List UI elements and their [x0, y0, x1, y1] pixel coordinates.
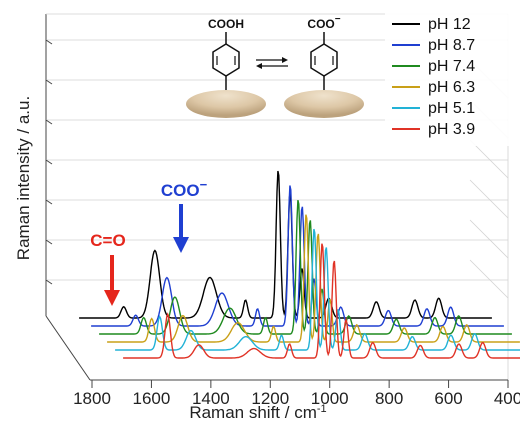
spectra-series — [79, 170, 520, 359]
svg-text:COO−: COO− — [307, 14, 340, 31]
x-tick-label: 1800 — [73, 389, 111, 408]
spectrum-line-ph-12 — [79, 170, 492, 319]
legend-background — [385, 12, 512, 146]
spectrum-line-ph-3-9 — [123, 243, 520, 359]
spectrum-line-ph-7-4 — [99, 199, 512, 335]
molecule-acid: COOH — [186, 17, 266, 118]
x-tick-label: 1000 — [311, 389, 349, 408]
legend-entry-label: pH 7.4 — [428, 58, 475, 75]
gold-nanoparticle-left — [186, 90, 266, 118]
x-tick-label: 1400 — [192, 389, 230, 408]
molecule-inset: COOH COO− — [186, 14, 364, 118]
legend-entry-label: pH 5.1 — [428, 100, 475, 117]
annotation-coo-label: COO− — [161, 177, 208, 200]
exchange-arrows-icon — [256, 57, 288, 69]
annotation-c-o-label: C=O — [90, 231, 125, 250]
legend: pH 12 pH 8.7 pH 7.4 pH 6.3 pH 5.1 pH 3.9 — [385, 12, 512, 146]
x-tick-label: 400 — [494, 389, 520, 408]
y-axis-title: Raman intensity / a.u. — [14, 96, 33, 260]
3d-axis-frame — [45, 13, 509, 381]
svg-text:COOH: COOH — [208, 17, 244, 31]
x-tick-label: 800 — [375, 389, 403, 408]
x-tick-label: 1600 — [133, 389, 171, 408]
spectrum-line-ph-6-3 — [107, 214, 520, 343]
spectrum-line-ph-5-1 — [115, 228, 520, 351]
x-tick-label: 600 — [434, 389, 462, 408]
annotation-c-o: C=O — [90, 231, 126, 306]
molecule-carboxylate: COO− — [284, 14, 364, 118]
x-tick-label: 1200 — [251, 389, 289, 408]
gold-nanoparticle-right — [284, 90, 364, 118]
spectrum-line-ph-8-7 — [91, 185, 504, 327]
x-axis-title: Raman shift / cm-1 — [189, 403, 326, 422]
legend-entry-label: pH 3.9 — [428, 121, 475, 138]
x-axis-ticks: 1800 1600 1400 1200 1000 800 600 400 — [73, 380, 520, 408]
legend-entry-label: pH 6.3 — [428, 79, 475, 96]
legend-entry-label: pH 8.7 — [428, 37, 475, 54]
annotation-coo: COO− — [161, 177, 208, 253]
legend-entry-label: pH 12 — [428, 16, 471, 33]
